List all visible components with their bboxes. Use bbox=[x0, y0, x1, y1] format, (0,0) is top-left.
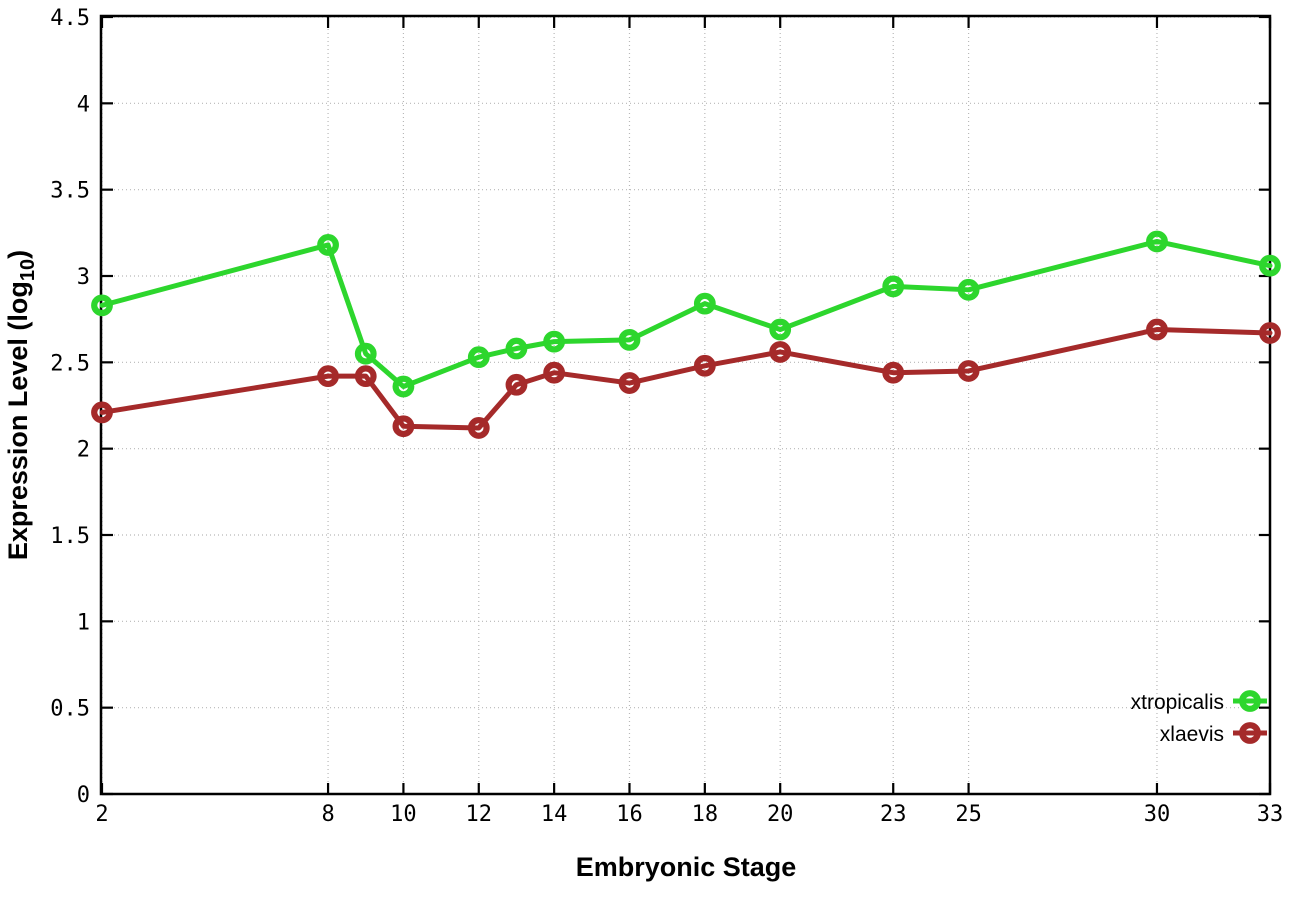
y-tick-label-3: 3 bbox=[77, 265, 90, 290]
x-tick-label-30: 30 bbox=[1144, 802, 1171, 827]
data-point-xtropicalis-stage-9 bbox=[354, 342, 377, 365]
plot-border bbox=[99, 14, 1272, 796]
legend-sample-xlaevis bbox=[1233, 722, 1267, 744]
y-tick-label-2: 2 bbox=[77, 438, 90, 463]
x-tick-label-18: 18 bbox=[692, 802, 719, 827]
legend-sample-marker-xtropicalis bbox=[1239, 690, 1261, 712]
data-point-xtropicalis-stage-25 bbox=[957, 278, 980, 301]
data-point-xlaevis-stage-30 bbox=[1146, 318, 1168, 341]
series-line-xlaevis bbox=[99, 327, 1273, 431]
data-point-xtropicalis-stage-2 bbox=[91, 294, 113, 317]
gridlines bbox=[101, 16, 1271, 794]
y-axis-title-main: Expression Level (log bbox=[3, 281, 33, 560]
legend-samples bbox=[1233, 690, 1267, 744]
legend-label-xlaevis: xlaevis bbox=[1160, 723, 1224, 746]
data-point-xlaevis-stage-25 bbox=[957, 360, 980, 382]
axis-ticks bbox=[100, 15, 1272, 796]
data-point-xtropicalis-stage-18 bbox=[693, 292, 716, 315]
legend-label-xtropicalis: xtropicalis bbox=[1131, 691, 1224, 714]
y-tick-label-3.5: 3.5 bbox=[50, 179, 90, 204]
x-tick-label-20: 20 bbox=[767, 802, 794, 827]
data-point-xlaevis-stage-8 bbox=[317, 365, 339, 388]
x-tick-label-10: 10 bbox=[390, 802, 417, 827]
data-point-xlaevis-stage-2 bbox=[91, 401, 113, 424]
data-point-xtropicalis-stage-30 bbox=[1146, 230, 1168, 253]
data-point-xtropicalis-stage-16 bbox=[618, 328, 641, 351]
series-line-xtropicalis bbox=[99, 238, 1273, 390]
tick-labels: 0 0.5 1 1.5 2 2.5 3 3.5 4 4.5 2 8 10 12 14 16 18 20 23 25 30… bbox=[50, 6, 1283, 827]
data-point-xlaevis-stage-13 bbox=[505, 373, 528, 396]
data-point-xtropicalis-stage-12 bbox=[467, 346, 490, 369]
y-axis-title: Expression Level (log10) bbox=[3, 250, 39, 560]
x-tick-label-8: 8 bbox=[321, 802, 334, 827]
data-point-xtropicalis-stage-33 bbox=[1259, 254, 1281, 277]
x-tick-label-16: 16 bbox=[616, 802, 643, 827]
x-tick-label-12: 12 bbox=[466, 802, 493, 827]
data-point-xlaevis-stage-33 bbox=[1259, 322, 1281, 344]
series-xtropicalis bbox=[91, 230, 1281, 398]
y-tick-label-4: 4 bbox=[77, 92, 90, 117]
data-point-xtropicalis-stage-10 bbox=[392, 375, 415, 398]
data-point-xlaevis-stage-10 bbox=[392, 415, 415, 438]
series-xlaevis bbox=[91, 318, 1281, 439]
y-tick-label-0.5: 0.5 bbox=[50, 697, 90, 722]
data-point-xlaevis-stage-20 bbox=[769, 341, 792, 363]
y-tick-label-4.5: 4.5 bbox=[50, 6, 90, 31]
legend-sample-marker-xlaevis bbox=[1239, 722, 1261, 744]
data-point-xlaevis-stage-18 bbox=[693, 354, 716, 377]
legend-sample-xtropicalis bbox=[1233, 690, 1267, 712]
data-point-xlaevis-stage-9 bbox=[354, 365, 377, 388]
y-tick-label-2.5: 2.5 bbox=[50, 351, 90, 376]
data-point-xtropicalis-stage-14 bbox=[543, 330, 566, 353]
data-point-xtropicalis-stage-20 bbox=[769, 318, 792, 341]
y-tick-label-1.5: 1.5 bbox=[50, 524, 90, 549]
x-tick-label-23: 23 bbox=[880, 802, 907, 827]
series-group bbox=[91, 230, 1281, 439]
data-point-xlaevis-stage-12 bbox=[467, 417, 490, 439]
data-point-xtropicalis-stage-13 bbox=[505, 337, 528, 360]
y-tick-label-0: 0 bbox=[77, 783, 90, 808]
data-point-xtropicalis-stage-23 bbox=[882, 275, 905, 298]
legend: xtropicalis xlaevis bbox=[1131, 690, 1267, 746]
y-axis-title-close: ) bbox=[3, 250, 33, 259]
x-tick-label-25: 25 bbox=[955, 802, 982, 827]
y-axis-title-subscript: 10 bbox=[17, 259, 39, 281]
x-tick-label-33: 33 bbox=[1257, 802, 1284, 827]
data-point-xlaevis-stage-16 bbox=[618, 372, 641, 394]
data-point-xtropicalis-stage-8 bbox=[317, 234, 339, 256]
x-axis-title: Embryonic Stage bbox=[576, 852, 797, 882]
data-point-xlaevis-stage-23 bbox=[882, 361, 905, 384]
data-point-xlaevis-stage-14 bbox=[543, 361, 566, 384]
x-tick-label-14: 14 bbox=[541, 802, 568, 827]
x-tick-label-2: 2 bbox=[95, 802, 108, 827]
y-tick-label-1: 1 bbox=[77, 610, 90, 635]
